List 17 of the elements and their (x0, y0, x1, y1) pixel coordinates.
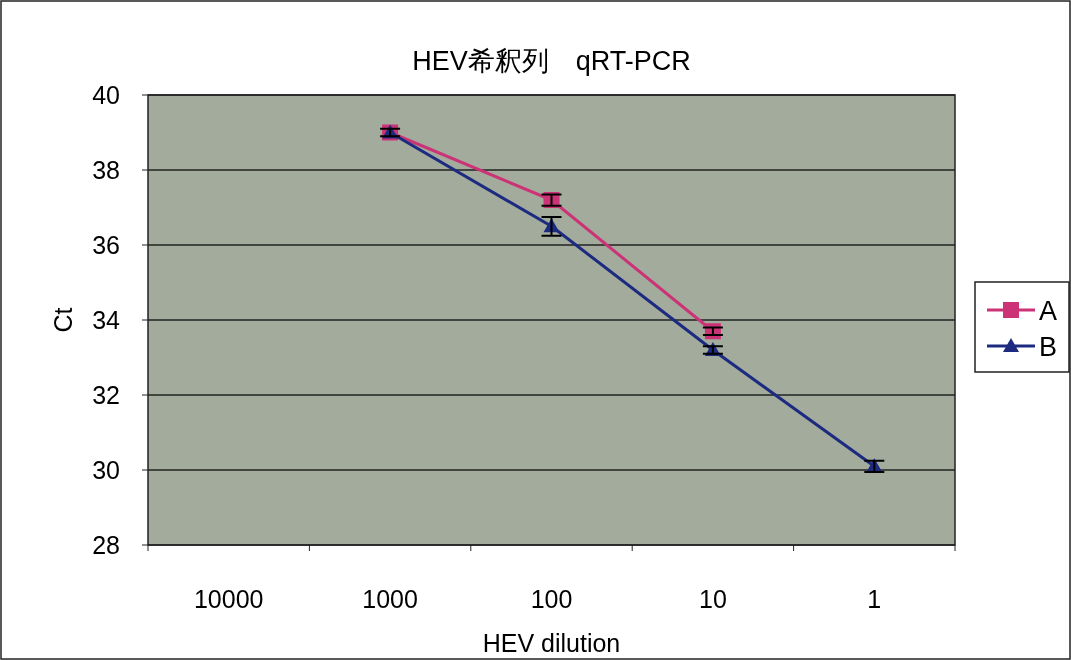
y-tick-label: 28 (92, 531, 120, 559)
y-tick-label: 30 (92, 456, 120, 484)
legend-label: A (1039, 296, 1058, 326)
x-tick-label: 1 (867, 585, 882, 613)
y-tick-label: 32 (92, 381, 120, 409)
legend-label: B (1039, 332, 1058, 362)
y-tick-label: 40 (92, 81, 120, 109)
y-tick-label: 36 (92, 231, 120, 259)
y-tick-label: 38 (92, 156, 120, 184)
y-tick-label: 34 (92, 306, 121, 334)
x-tick-label: 100 (530, 585, 573, 613)
chart-title: HEV希釈列 qRT-PCR (412, 46, 691, 76)
x-tick-label: 1000 (362, 585, 418, 613)
x-axis-title: HEV dilution (482, 629, 621, 657)
y-axis-title: Ct (49, 307, 77, 333)
x-tick-label: 10000 (193, 585, 264, 613)
x-tick-label: 10 (698, 585, 727, 613)
